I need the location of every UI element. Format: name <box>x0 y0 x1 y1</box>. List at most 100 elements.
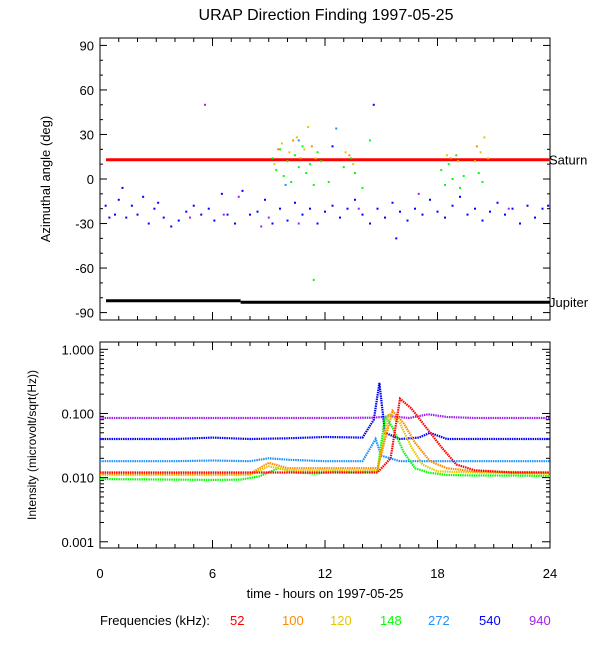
azimuth-point <box>451 178 454 180</box>
azimuth-point <box>346 207 349 210</box>
azimuth-point <box>466 213 469 216</box>
reference-label: Saturn <box>549 153 587 168</box>
azimuth-point <box>357 207 360 210</box>
azimuth-point <box>157 201 160 204</box>
azimuth-point <box>447 163 450 166</box>
azimuth-point <box>162 216 165 219</box>
y-tick-label: 0 <box>87 172 94 187</box>
azimuth-point <box>361 213 364 216</box>
azimuth-point <box>417 192 420 195</box>
azimuth-point <box>344 151 347 154</box>
azimuth-point <box>256 210 259 213</box>
x-tick-label: 18 <box>430 566 444 581</box>
azimuth-point <box>222 213 225 216</box>
azimuth-point <box>457 160 460 163</box>
azimuth-point <box>462 175 465 178</box>
azimuth-point <box>369 222 371 225</box>
azimuth-point <box>310 145 313 148</box>
azimuth-point <box>474 207 476 210</box>
azimuth-point <box>301 213 304 216</box>
azimuth-point <box>511 207 514 210</box>
azimuth-point <box>320 160 323 163</box>
intensity-y-label: Intensity (microvolt/sqrt(Hz)) <box>25 370 39 520</box>
azimuth-point <box>444 216 446 219</box>
intensity-line-100 <box>100 408 551 475</box>
azimuth-point <box>384 216 386 219</box>
azimuth-point <box>541 207 544 210</box>
y-tick-label: 0.010 <box>61 471 94 486</box>
azimuth-point <box>303 148 306 151</box>
azimuth-point <box>286 160 289 163</box>
azimuth-point <box>489 210 491 213</box>
reference-label: Jupiter <box>549 295 589 310</box>
azimuth-point <box>479 151 482 154</box>
legend-item: 100 <box>282 613 304 628</box>
azimuth-point <box>213 219 216 222</box>
legend-item: 540 <box>479 613 501 628</box>
y-tick-label: 30 <box>80 127 94 142</box>
azimuth-point <box>444 183 446 186</box>
x-tick-label: 6 <box>209 566 216 581</box>
x-axis-label: time - hours on 1997-05-25 <box>247 586 404 601</box>
azimuth-point <box>290 180 293 183</box>
azimuth-point <box>314 157 317 160</box>
chart-title: URAP Direction Finding 1997-05-25 <box>199 7 454 24</box>
azimuth-point <box>177 219 180 222</box>
azimuth-point <box>294 154 296 157</box>
azimuth-point <box>376 207 379 210</box>
azimuth-point <box>282 175 285 178</box>
azimuth-point <box>354 198 356 201</box>
azimuth-point <box>429 198 431 201</box>
azimuth-point <box>226 213 229 216</box>
azimuth-point <box>481 219 484 222</box>
intensity-x-axis: 0 6 12 18 24 <box>96 342 557 581</box>
azimuth-point <box>331 145 334 148</box>
legend-item: 120 <box>330 613 352 628</box>
azimuth-point <box>207 207 210 210</box>
azimuth-point <box>481 180 484 183</box>
x-tick-label: 24 <box>543 566 557 581</box>
legend-item: 52 <box>230 613 244 628</box>
intensity-line-540 <box>100 382 550 441</box>
azimuth-point <box>316 151 319 154</box>
azimuth-point <box>117 198 120 201</box>
azimuth-point <box>534 216 536 219</box>
azimuth-point <box>264 198 266 201</box>
azimuth-point <box>301 145 304 148</box>
azimuth-point <box>153 207 156 210</box>
azimuth-point <box>142 195 145 198</box>
y-tick-label: -30 <box>75 217 94 232</box>
azimuth-point <box>297 222 300 225</box>
y-tick-label: 90 <box>80 38 94 53</box>
azimuth-point <box>519 222 521 225</box>
azimuth-point <box>449 157 452 160</box>
azimuth-point <box>125 216 128 219</box>
azimuth-point <box>267 216 270 219</box>
azimuth-point <box>185 210 188 213</box>
legend-label: Frequencies (kHz): <box>100 613 210 628</box>
azimuth-point <box>406 219 409 222</box>
azimuth-point <box>286 219 289 222</box>
azimuth-point <box>348 154 351 157</box>
intensity-line-940 <box>100 413 550 420</box>
legend-item: 148 <box>380 613 402 628</box>
y-tick-label: -90 <box>75 306 94 321</box>
azimuth-point <box>324 210 326 213</box>
azimuth-point <box>327 180 330 183</box>
y-tick-label: 1.000 <box>61 342 94 357</box>
intensity-line-148 <box>99 413 551 482</box>
azimuth-point <box>526 204 529 207</box>
legend-item: 940 <box>529 613 551 628</box>
azimuth-point <box>459 195 461 198</box>
azimuth-point <box>350 157 353 160</box>
azimuth-point <box>309 163 311 166</box>
azimuth-point <box>275 169 278 172</box>
azimuth-point <box>295 136 298 139</box>
azimuth-point <box>114 213 116 216</box>
azimuth-point <box>297 139 300 142</box>
azimuth-panel-frame <box>99 37 551 321</box>
azimuth-point <box>104 204 107 207</box>
azimuth-point <box>440 169 443 172</box>
y-tick-label: 60 <box>80 83 94 98</box>
azimuth-point <box>483 136 486 139</box>
